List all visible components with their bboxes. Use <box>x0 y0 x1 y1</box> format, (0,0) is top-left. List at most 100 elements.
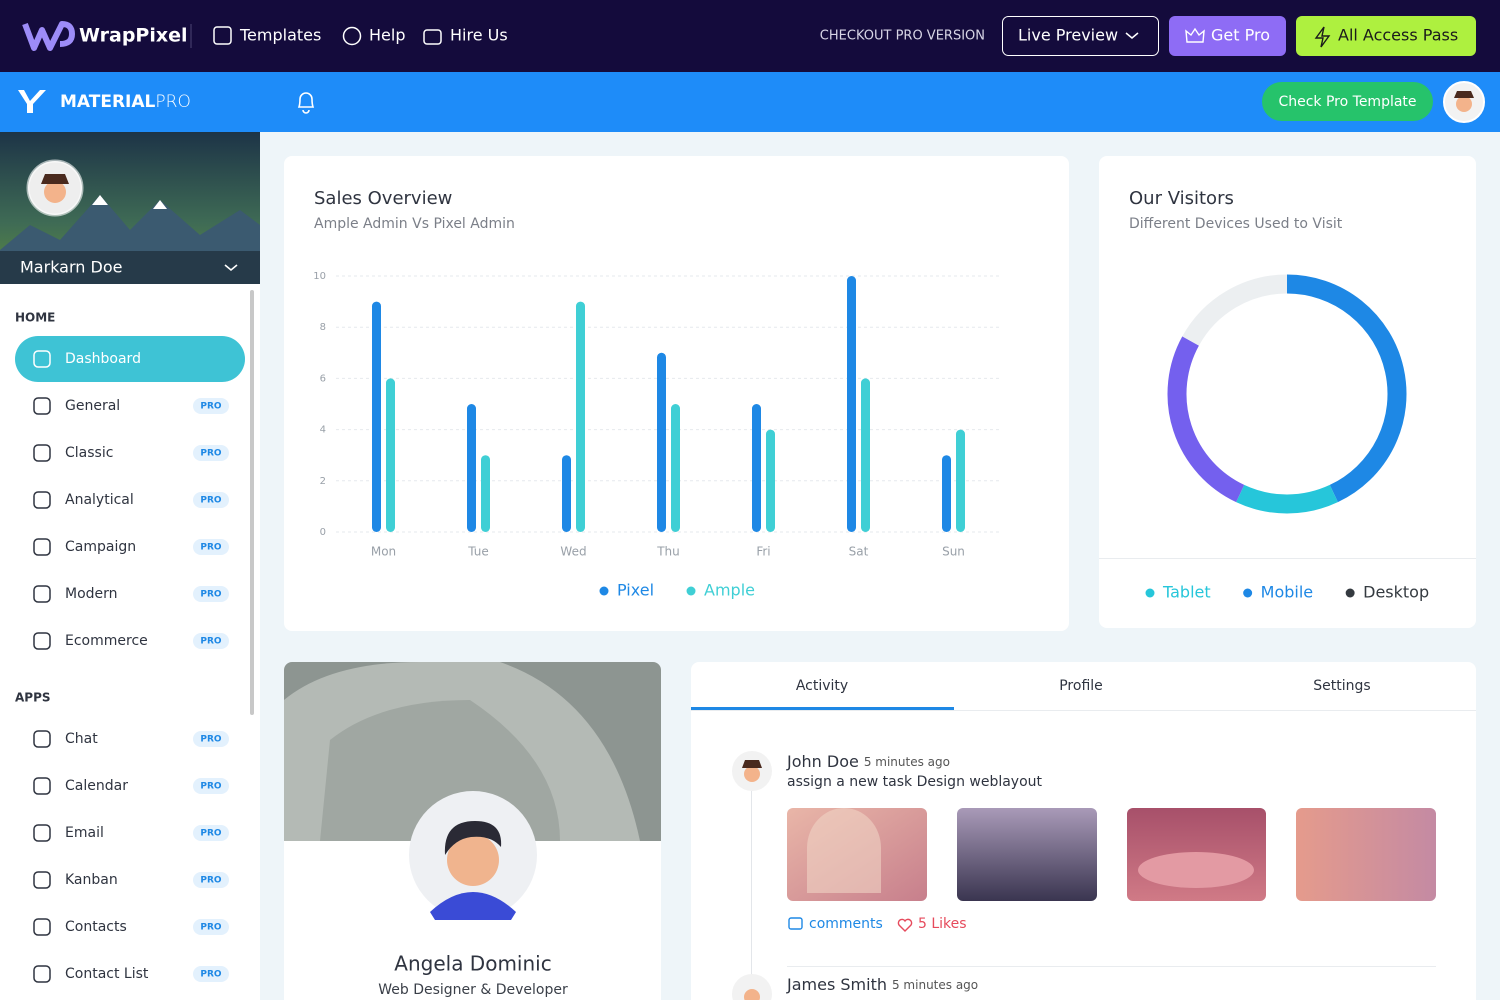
legend-dot <box>686 586 696 596</box>
legend-label: Mobile <box>1261 583 1313 602</box>
pro-badge-label: PRO <box>200 782 222 792</box>
tab[interactable]: Settings <box>1313 678 1370 694</box>
menu-item[interactable]: Campaign <box>65 539 136 555</box>
x-tick-label: Mon <box>371 545 396 559</box>
menu-icon <box>33 397 51 415</box>
avatar-hair <box>444 821 502 855</box>
snow <box>153 200 167 209</box>
menu-icon <box>33 350 51 368</box>
feed-image[interactable] <box>957 808 1097 901</box>
menu-icon <box>33 632 51 650</box>
tab[interactable]: Profile <box>1059 678 1103 694</box>
menu-item[interactable]: Kanban <box>65 872 118 888</box>
mountains <box>0 195 260 284</box>
menu-item[interactable]: Ecommerce <box>65 633 148 649</box>
feed-time: 5 minutes ago <box>892 978 978 992</box>
menu-item[interactable]: Dashboard <box>65 351 141 367</box>
pro-badge-label: PRO <box>200 496 222 506</box>
image-detail <box>807 808 881 893</box>
bar <box>576 301 585 532</box>
x-tick-label: Wed <box>560 545 586 559</box>
pro-badge <box>193 778 229 794</box>
menu-item[interactable]: Chat <box>65 731 98 747</box>
live-preview-button[interactable] <box>1002 16 1159 56</box>
y-tick-label: 0 <box>320 527 326 538</box>
tab[interactable]: Activity <box>796 678 848 694</box>
menu-item[interactable]: General <box>65 398 120 414</box>
pro-badge <box>193 586 229 602</box>
bar <box>657 352 666 532</box>
legend-label: Ample <box>704 581 755 600</box>
card-title: Sales Overview <box>314 188 452 209</box>
menu-item[interactable]: Contacts <box>65 919 127 935</box>
x-tick-label: Thu <box>656 545 680 559</box>
card-subtitle: Different Devices Used to Visit <box>1129 216 1343 232</box>
menu-item[interactable]: Calendar <box>65 778 128 794</box>
legend-dot <box>1345 588 1355 598</box>
profile-name: Angela Dominic <box>394 952 551 976</box>
avatar-face <box>744 766 760 782</box>
avatar-face <box>44 181 66 203</box>
bar <box>467 404 476 532</box>
all-access-button[interactable] <box>1296 16 1476 56</box>
avatar-face <box>1456 96 1472 112</box>
bar <box>562 455 571 532</box>
active-tab-indicator <box>691 707 954 710</box>
feed-author: James Smith 5 minutes ago <box>786 975 978 994</box>
donut-segment <box>1236 484 1338 514</box>
legend-dot <box>599 586 609 596</box>
pro-badge <box>193 492 229 508</box>
donut-segment <box>1167 336 1245 503</box>
button-label: Live Preview <box>1018 26 1118 45</box>
avatar-hat <box>1454 91 1474 98</box>
sidebar-user[interactable]: Markarn Doe <box>20 258 122 277</box>
feed-text: assign a new task Design weblayout <box>787 774 1043 790</box>
likes-link[interactable]: 5 Likes <box>918 916 967 932</box>
promo-link[interactable]: CHECKOUT PRO VERSION <box>820 29 985 44</box>
pro-badge <box>193 872 229 888</box>
avatar-face <box>744 989 760 1000</box>
menu-icon <box>33 585 51 603</box>
menu-item[interactable]: Analytical <box>65 492 134 508</box>
check-pro-button[interactable] <box>1262 82 1433 121</box>
snow <box>92 195 108 205</box>
pro-badge-label: PRO <box>200 923 222 933</box>
nav-link[interactable]: Help <box>369 26 405 45</box>
pro-badge-label: PRO <box>200 449 222 459</box>
get-pro-button[interactable] <box>1169 16 1286 56</box>
nav-link[interactable]: Templates <box>239 26 321 45</box>
material-logo <box>18 90 46 113</box>
menu-item[interactable]: Modern <box>65 586 118 602</box>
bar <box>942 455 951 532</box>
menu-item-active[interactable] <box>15 336 245 382</box>
header <box>0 72 1500 132</box>
chevron <box>224 264 238 272</box>
pro-badge <box>193 398 229 414</box>
y-tick-label: 10 <box>313 271 326 282</box>
pro-badge <box>193 633 229 649</box>
menu-item[interactable]: Contact List <box>65 966 149 982</box>
card <box>284 156 1069 631</box>
menu-item[interactable]: Email <box>65 825 104 841</box>
pro-badge-label: PRO <box>200 970 222 980</box>
pro-badge-label: PRO <box>200 735 222 745</box>
bar <box>766 429 775 532</box>
feed-author: John Doe 5 minutes ago <box>786 752 950 771</box>
legend-dot <box>1145 588 1155 598</box>
comments-link[interactable]: comments <box>809 916 883 932</box>
menu-icon <box>33 824 51 842</box>
feed-image[interactable] <box>1296 808 1436 901</box>
profile-name-bar <box>0 251 260 284</box>
x-tick-label: Tue <box>467 545 489 559</box>
x-tick-label: Sat <box>849 545 869 559</box>
pro-badge <box>193 825 229 841</box>
crown-icon <box>1185 27 1205 43</box>
pro-badge-label: PRO <box>200 829 222 839</box>
bolt-icon <box>1314 26 1331 48</box>
x-tick-label: Fri <box>756 545 770 559</box>
nav-link[interactable]: Hire Us <box>450 26 508 45</box>
menu-item[interactable]: Classic <box>65 445 113 461</box>
sidebar-menu: HOME Dashboard General PRO Classic PRO Analyti… <box>15 311 245 983</box>
avatar-face <box>447 834 499 886</box>
notification-bell[interactable] <box>297 92 315 114</box>
